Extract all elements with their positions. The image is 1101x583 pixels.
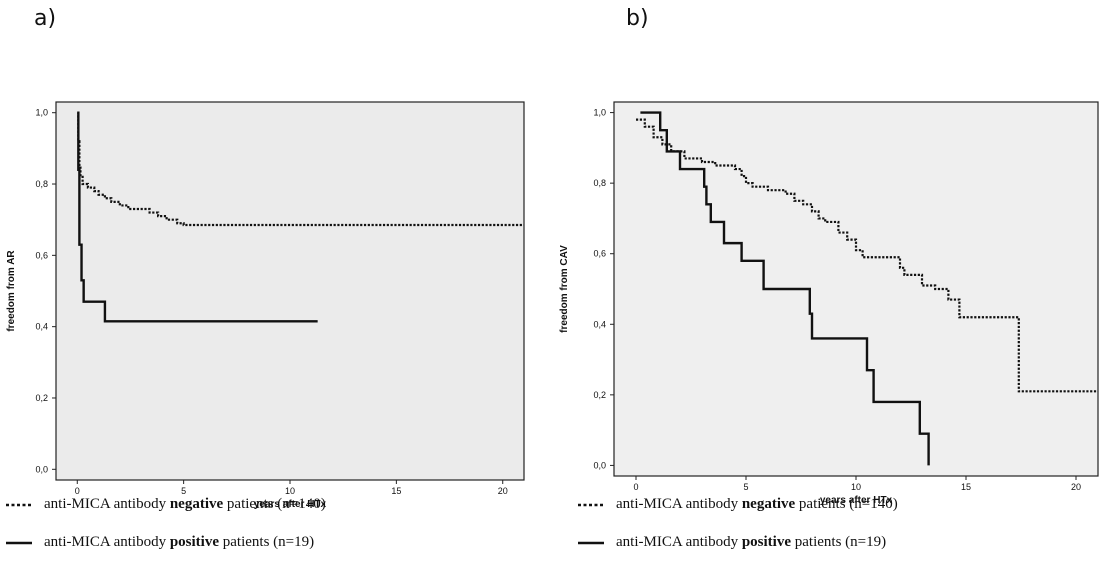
legend-b-negative-bold: negative [741, 496, 796, 512]
y-tick-label: 0,2 [593, 390, 606, 400]
y-tick-label: 0,8 [35, 179, 48, 189]
legend-b-negative: anti-MICA antibody negative patients (n=… [578, 496, 898, 513]
legend-b-negative-suffix: patients (n=140) [795, 496, 898, 512]
y-tick-label: 0,4 [35, 322, 48, 332]
y-tick-label: 0,2 [35, 393, 48, 403]
legend-b-negative-prefix: anti-MICA antibody [616, 496, 742, 512]
legend-b-positive-bold: positive [741, 534, 791, 550]
y-axis-label: freedom from AR [6, 250, 17, 332]
legend-solid-swatch [6, 538, 32, 548]
series-negative-line [77, 111, 524, 227]
legend-dotted-swatch [6, 500, 32, 510]
series-positive-line [77, 111, 318, 323]
y-tick-label: 0,6 [35, 250, 48, 260]
y-tick-label: 0,0 [593, 460, 606, 470]
y-tick-label: 1,0 [35, 108, 48, 118]
x-tick-label: 10 [851, 482, 861, 492]
legend-a-negative-bold: negative [169, 496, 224, 512]
series-positive-line [640, 111, 930, 466]
panel-a-label: a) [34, 6, 57, 31]
chart-panel-a: 0,0 0,2 0,4 0,6 0,8 1,0 0 5 10 15 20 years after HT… [6, 101, 525, 510]
y-tick-label: 1,0 [593, 108, 606, 118]
x-tick-label: 0 [633, 482, 638, 492]
panel-b-label: b) [626, 6, 649, 31]
x-axis-label: years after HTx [254, 499, 327, 510]
x-tick-label: 5 [743, 482, 748, 492]
x-tick-label: 0 [75, 486, 80, 496]
x-tick-label: 10 [285, 486, 295, 496]
legend-a-negative-suffix: patients (n=140) [223, 496, 326, 512]
plot-area [613, 101, 1099, 477]
legend-solid-swatch [578, 538, 604, 548]
x-axis-label: years after HTx [820, 495, 893, 506]
y-tick-label: 0,4 [593, 319, 606, 329]
legend-a-negative: anti-MICA antibody negative patients (n=… [6, 496, 326, 513]
x-tick-label: 15 [391, 486, 401, 496]
x-tick-label: 20 [1071, 482, 1081, 492]
legend-a-positive: anti-MICA antibody positive patients (n=… [6, 534, 314, 551]
x-tick-label: 5 [181, 486, 186, 496]
legend-a-negative-prefix: anti-MICA antibody [44, 496, 170, 512]
legend-b-positive: anti-MICA antibody positive patients (n=… [578, 534, 886, 551]
legend-b-positive-suffix: patients (n=19) [791, 534, 887, 550]
legend-a-positive-bold: positive [169, 534, 219, 550]
legend-dotted-swatch [578, 500, 604, 510]
y-axis-label: freedom from CAV [559, 245, 570, 333]
y-tick-label: 0,6 [593, 249, 606, 259]
legend-a-positive-prefix: anti-MICA antibody [44, 534, 170, 550]
y-tick-label: 0,0 [35, 464, 48, 474]
y-tick-label: 0,8 [593, 178, 606, 188]
chart-panel-b: 0,0 0,2 0,4 0,6 0,8 1,0 0 5 10 15 20 years after HT… [559, 101, 1099, 506]
x-tick-label: 20 [498, 486, 508, 496]
legend-b-positive-prefix: anti-MICA antibody [616, 534, 742, 550]
legend-a-positive-suffix: patients (n=19) [219, 534, 315, 550]
plot-area [55, 101, 525, 481]
x-tick-label: 15 [961, 482, 971, 492]
